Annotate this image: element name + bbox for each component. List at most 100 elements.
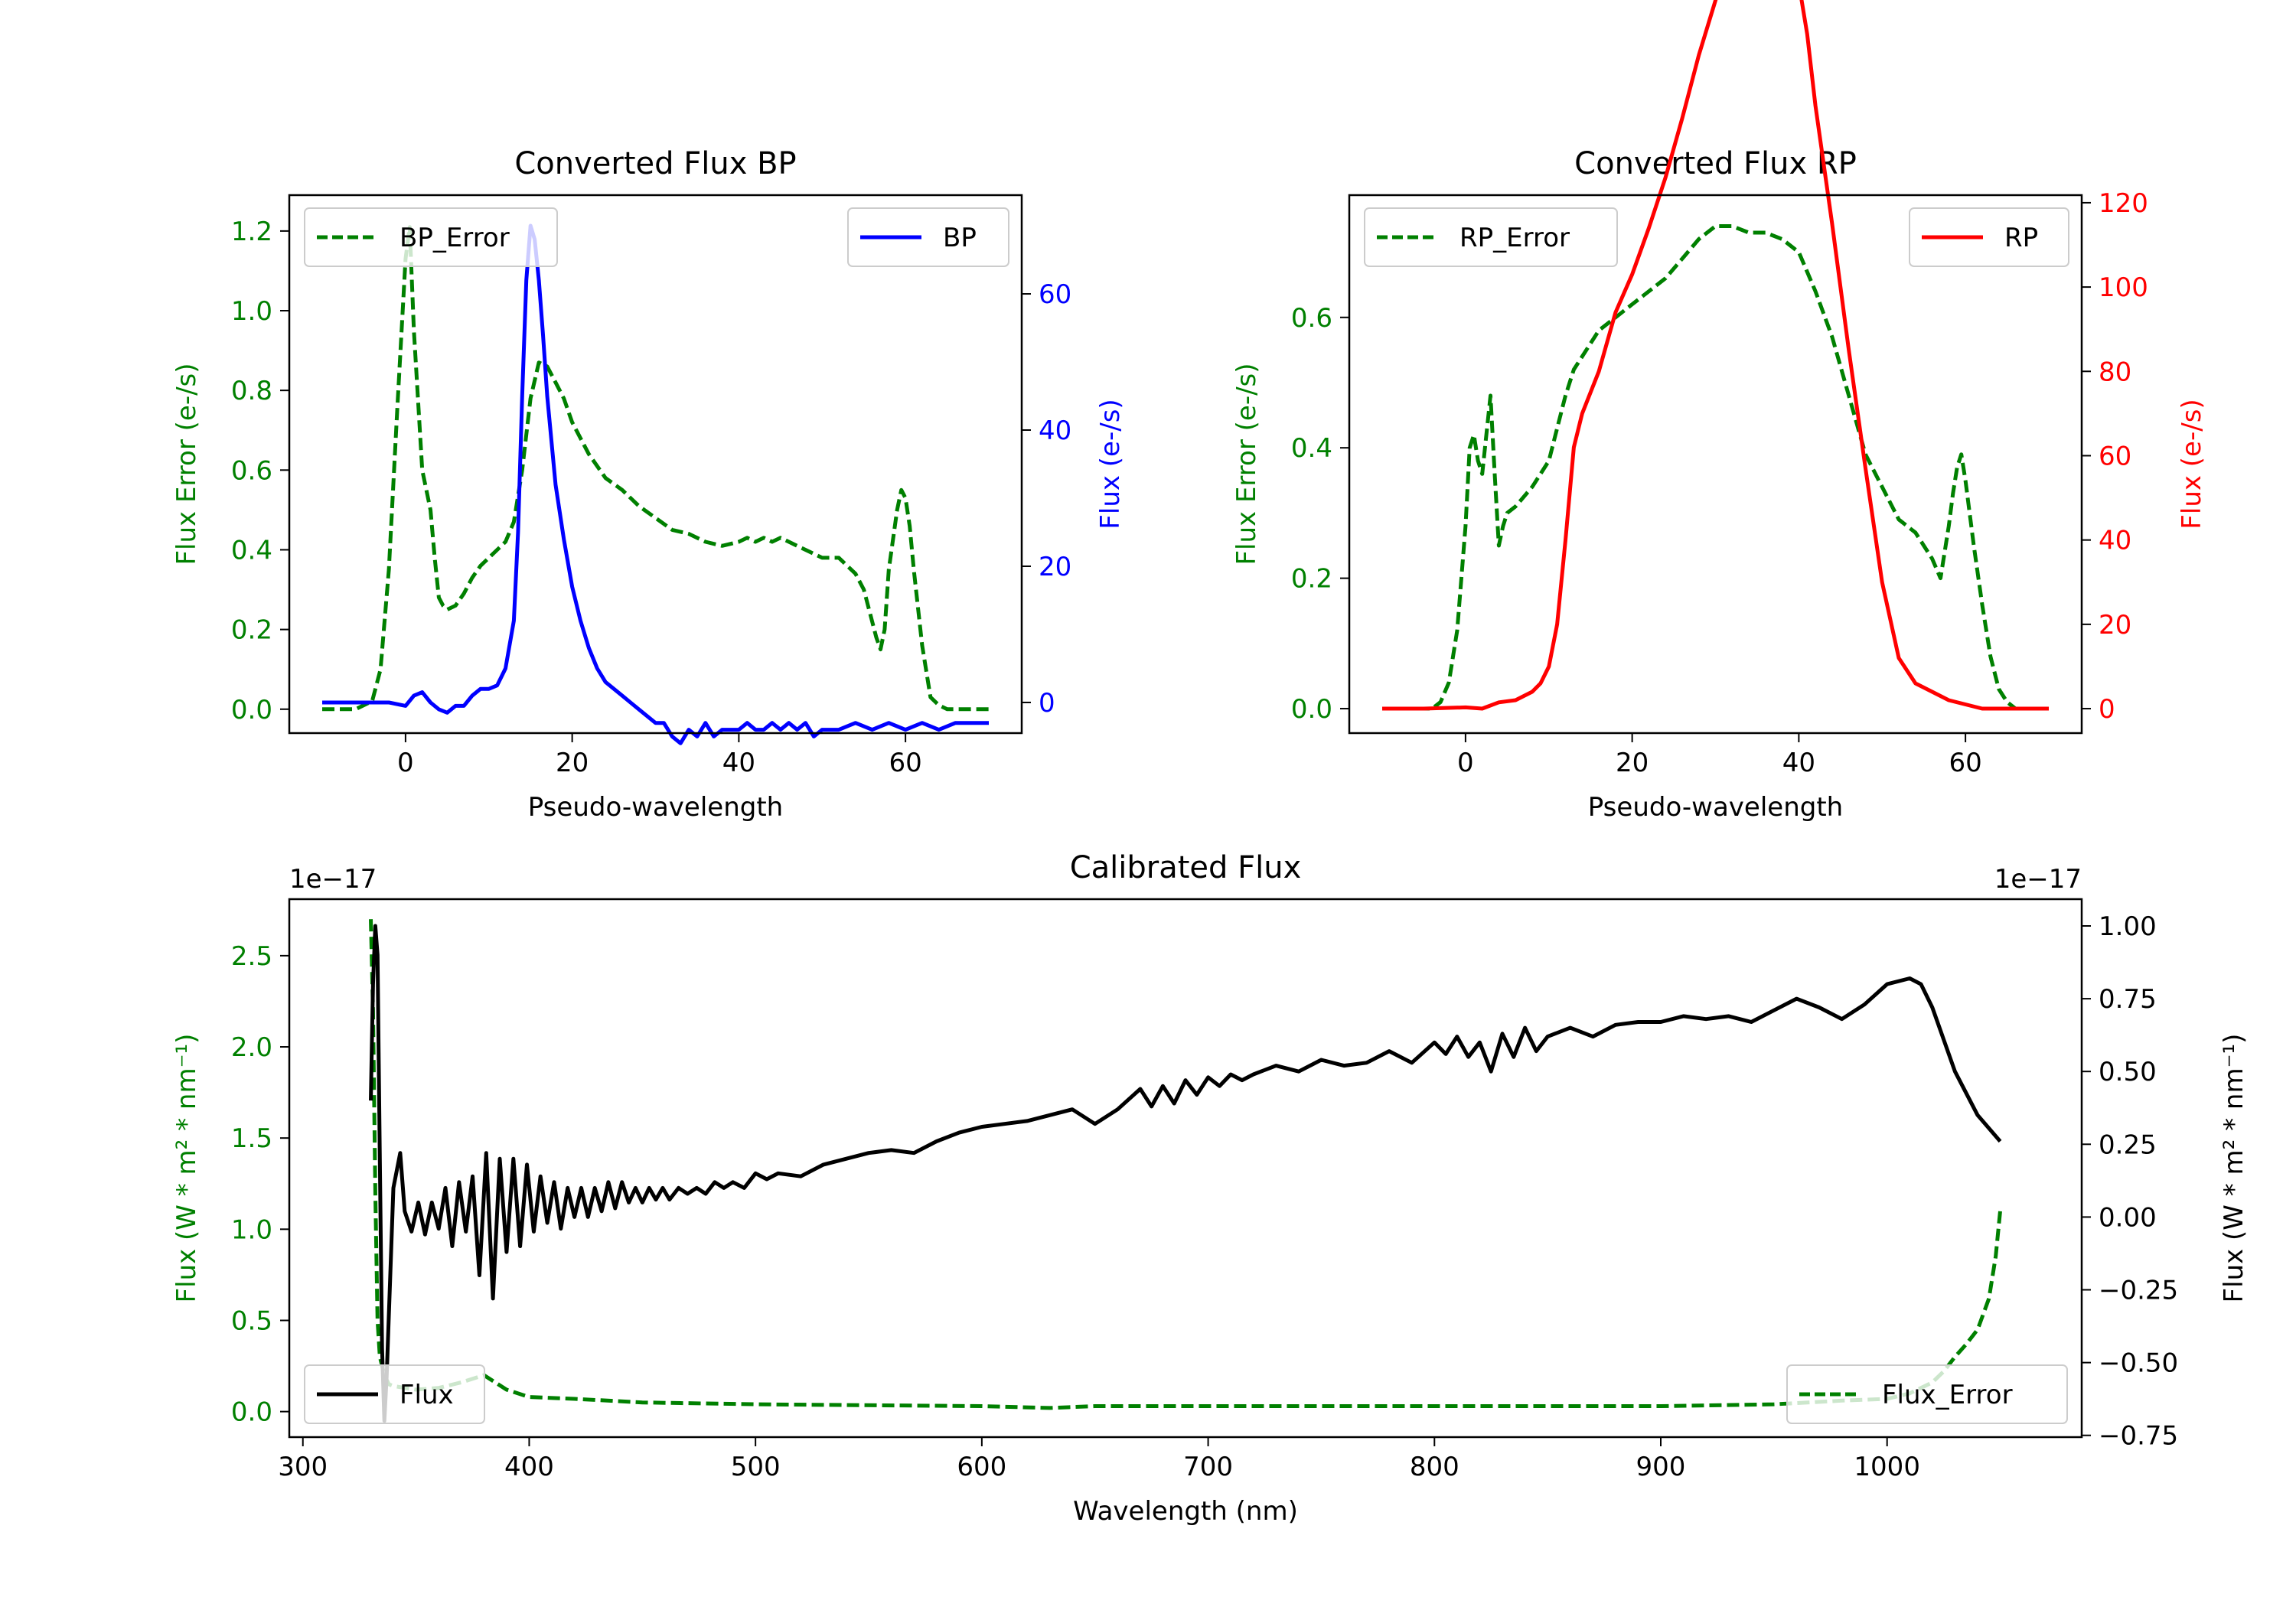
bp-series-bp-error-line: [322, 225, 989, 712]
cal-x-tick-label: 800: [1410, 1452, 1459, 1482]
calibrated-chart-title: Calibrated Flux: [1070, 850, 1302, 885]
bp-legend-label: BP: [943, 223, 977, 253]
cal-left-y-tick-label: 0.0: [231, 1397, 272, 1428]
rp-error-legend: RP_Error: [1364, 207, 1618, 267]
calibrated-right-offset-label: 1e−17: [1994, 864, 2082, 895]
cal-x-tick-label: 500: [731, 1452, 781, 1482]
cal-left-y-tick-label: 0.5: [231, 1305, 272, 1336]
bp-right-y-tick-label: 40: [1039, 416, 1071, 446]
bp-x-axis-label: Pseudo-wavelength: [528, 792, 783, 823]
rp-chart-title: Converted Flux RP: [1574, 146, 1857, 181]
rp-x-axis-label: Pseudo-wavelength: [1588, 792, 1843, 823]
calibrated-tick-layer: 300 400 500 600 700 800 900 1000 0.0 0.5 1.0 1.5 2.0…: [231, 911, 2178, 1482]
cal-right-y-tick-label: 0.50: [2099, 1057, 2157, 1087]
cal-right-y-tick-label: −0.50: [2099, 1348, 2178, 1379]
bp-left-y-tick-label: 1.2: [231, 217, 272, 247]
rp-legend-box: [1909, 207, 2069, 267]
bp-plot-frame: [288, 194, 1023, 735]
cal-x-tick-label: 700: [1183, 1452, 1233, 1482]
rp-error-legend-box: [1364, 207, 1618, 267]
rp-left-y-tick-label: 0.4: [1291, 433, 1332, 464]
rp-x-tick-label: 0: [1457, 748, 1474, 778]
rp-left-y-tick-label: 0.0: [1291, 694, 1332, 725]
calibrated-plot-frame: [288, 898, 2083, 1439]
cal-x-tick-label: 1000: [1854, 1452, 1920, 1482]
cal-right-y-tick-label: 0.00: [2099, 1202, 2157, 1233]
bp-x-tick-label: 0: [397, 748, 414, 778]
bp-error-legend: BP_Error: [304, 207, 558, 267]
bp-left-y-tick-label: 0.8: [231, 376, 272, 406]
cal-x-tick-label: 900: [1636, 1452, 1686, 1482]
flux-error-legend-label: Flux_Error: [1882, 1380, 2013, 1410]
bp-left-y-tick-label: 0.6: [231, 455, 272, 486]
bp-left-y-tick-label: 0.4: [231, 535, 272, 566]
rp-right-y-axis-label: Flux (e-/s): [2177, 399, 2207, 529]
rp-left-y-axis-label: Flux Error (e-/s): [1231, 363, 1262, 565]
cal-x-tick-label: 400: [504, 1452, 554, 1482]
calibrated-left-y-axis-label: Flux (W * m² * nm⁻¹): [171, 1034, 202, 1303]
rp-right-y-tick-label: 40: [2099, 526, 2131, 556]
bp-right-y-tick-label: 60: [1039, 279, 1071, 310]
calibrated-left-offset-label: 1e−17: [289, 864, 377, 895]
flux-error-legend: Flux_Error: [1786, 1364, 2068, 1424]
cal-left-y-tick-label: 2.0: [231, 1032, 272, 1063]
bp-series-bp-line: [322, 223, 989, 745]
bp-legend-box: [847, 207, 1009, 267]
rp-legend-label: RP: [2004, 223, 2038, 253]
bp-right-y-tick-label: 20: [1039, 552, 1071, 582]
flux-legend-label: Flux: [400, 1380, 454, 1410]
cal-left-y-tick-label: 1.0: [231, 1214, 272, 1245]
bp-x-tick-label: 40: [722, 748, 755, 778]
bp-left-y-axis-label: Flux Error (e-/s): [171, 363, 202, 565]
rp-right-y-tick-label: 20: [2099, 610, 2131, 641]
bp-x-tick-label: 60: [889, 748, 921, 778]
cal-right-y-tick-label: 0.25: [2099, 1129, 2157, 1160]
rp-error-legend-label: RP_Error: [1459, 223, 1570, 253]
flux-legend-box: [304, 1364, 485, 1424]
rp-series-rp-line: [1382, 0, 2049, 711]
cal-right-y-tick-label: −0.25: [2099, 1276, 2178, 1306]
cal-right-y-tick-label: −0.75: [2099, 1421, 2178, 1452]
bp-chart-title: Converted Flux BP: [514, 146, 796, 181]
rp-left-y-tick-label: 0.6: [1291, 303, 1332, 334]
bp-left-y-tick-label: 0.0: [231, 695, 272, 725]
calibrated-x-axis-label: Wavelength (nm): [1073, 1496, 1298, 1527]
bp-series-layer: [322, 223, 989, 745]
cal-x-tick-label: 300: [278, 1452, 328, 1482]
bp-left-y-tick-label: 1.0: [231, 296, 272, 327]
cal-left-y-tick-label: 2.5: [231, 941, 272, 972]
rp-right-y-tick-label: 80: [2099, 357, 2131, 387]
cal-right-y-tick-label: 0.75: [2099, 984, 2157, 1015]
rp-left-y-tick-label: 0.2: [1291, 564, 1332, 595]
bp-error-legend-box: [304, 207, 558, 267]
bp-error-legend-label: BP_Error: [400, 223, 510, 253]
bp-chart-panel: Converted Flux BP Pseudo-wavelength Flux…: [171, 146, 1126, 823]
rp-x-tick-label: 40: [1782, 748, 1815, 778]
bp-right-y-axis-label: Flux (e-/s): [1095, 399, 1126, 529]
rp-plot-frame: [1348, 194, 2083, 735]
cal-left-y-tick-label: 1.5: [231, 1123, 272, 1154]
cal-right-y-tick-label: 1.00: [2099, 911, 2157, 942]
flux-error-legend-box: [1786, 1364, 2068, 1424]
rp-right-y-tick-label: 100: [2099, 272, 2148, 303]
calibrated-right-y-axis-label: Flux (W * m² * nm⁻¹): [2219, 1034, 2249, 1303]
rp-x-tick-label: 60: [1949, 748, 1981, 778]
flux-legend: Flux: [304, 1364, 485, 1424]
bp-left-y-tick-label: 0.2: [231, 615, 272, 646]
rp-series-layer: [1382, 0, 2049, 711]
rp-x-tick-label: 20: [1616, 748, 1649, 778]
rp-right-y-tick-label: 0: [2099, 694, 2115, 725]
bp-legend: BP: [847, 207, 1009, 267]
rp-chart-panel: Converted Flux RP Pseudo-wavelength Flux…: [1231, 0, 2207, 823]
bp-tick-layer: 0 20 40 60 0.0 0.2 0.4 0.6 0.8 1.0 1.2 0 20 40 60: [231, 217, 1071, 778]
rp-series-rp-error-line: [1382, 224, 2049, 711]
cal-series-flux-line: [369, 924, 2002, 1423]
rp-tick-layer: 0 20 40 60 0.0 0.2 0.4 0.6 0 20 40 60 80 100 120: [1291, 188, 2148, 778]
rp-legend: RP: [1909, 207, 2069, 267]
rp-right-y-tick-label: 60: [2099, 441, 2131, 471]
bp-right-y-tick-label: 0: [1039, 688, 1055, 719]
cal-x-tick-label: 600: [957, 1452, 1006, 1482]
rp-right-y-tick-label: 120: [2099, 188, 2148, 219]
calibrated-chart-panel: Calibrated Flux Wavelength (nm) Flux (W …: [171, 850, 2249, 1527]
